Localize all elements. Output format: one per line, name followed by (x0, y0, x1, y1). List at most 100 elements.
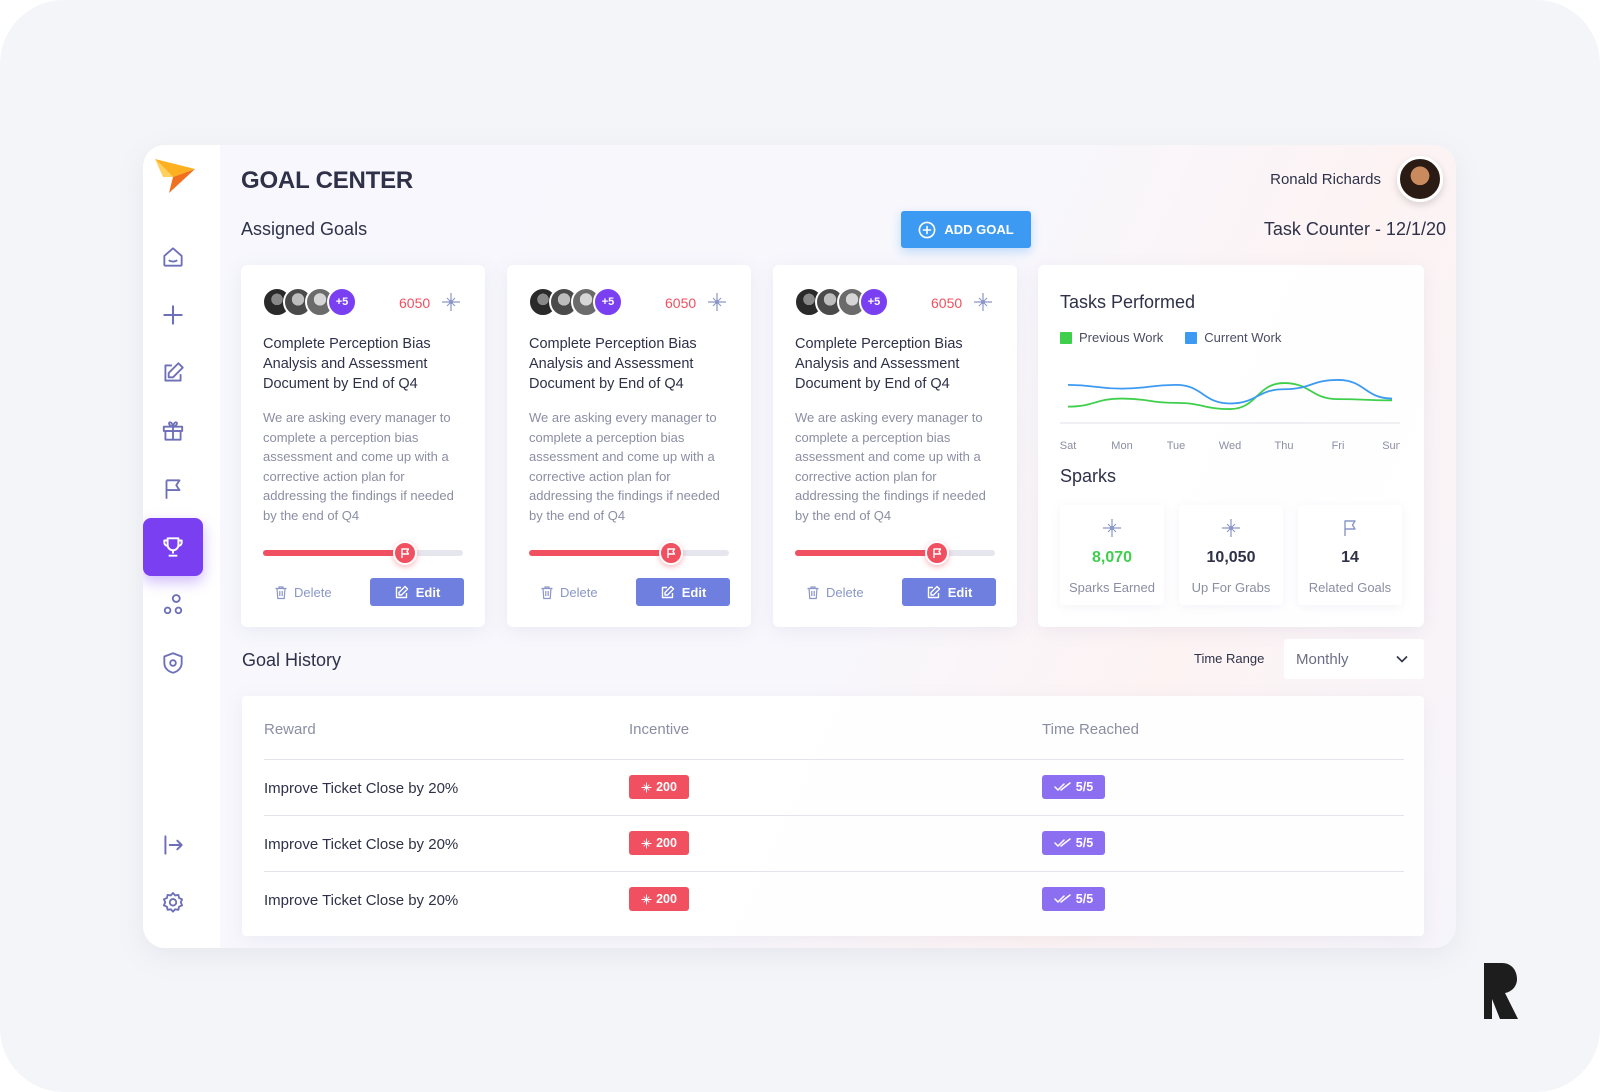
edit-button[interactable]: Edit (636, 578, 730, 606)
time-range-select[interactable]: Monthly (1284, 639, 1424, 679)
more-members-badge: +5 (593, 287, 623, 317)
settings-button[interactable] (143, 874, 203, 932)
progress-fill (795, 550, 937, 556)
tasks-performed-title: Tasks Performed (1060, 292, 1196, 312)
plus-icon (163, 305, 183, 325)
goal-points: 6050 (665, 295, 697, 311)
spark-icon (708, 293, 726, 311)
spark-icon (641, 782, 652, 792)
x-tick-label: Mon (1111, 440, 1132, 452)
spark-tile-earned: 8,070 Sparks Earned (1060, 505, 1164, 605)
delete-button[interactable]: Delete (274, 578, 350, 606)
incentive-badge: 200 (629, 831, 689, 855)
sidebar-item-add[interactable] (143, 286, 203, 344)
incentive-value: 200 (656, 892, 677, 906)
x-tick-label: Wed (1219, 440, 1241, 452)
spark-label: Up For Grabs (1191, 580, 1271, 595)
goal-card: +5 6050 Complete Perception Bias Analysi… (507, 265, 751, 627)
sparks-title: Sparks (1060, 466, 1117, 486)
edit-button[interactable]: Edit (902, 578, 996, 606)
goal-progress[interactable] (263, 541, 463, 565)
edit-icon (164, 362, 184, 382)
assigned-goals-heading: Assigned Goals (241, 219, 368, 239)
chevron-down-icon (1396, 655, 1408, 663)
gift-icon (162, 421, 184, 441)
edit-label: Edit (947, 584, 973, 600)
delete-label: Delete (294, 584, 332, 600)
time-reached-value: 5/5 (1075, 836, 1094, 850)
flag-icon (401, 548, 410, 558)
incentive-value: 200 (656, 780, 677, 794)
sidebar-item-home[interactable] (143, 228, 203, 286)
page-title: GOAL CENTER (241, 167, 414, 194)
spark-icon (1222, 519, 1240, 537)
edit-icon (661, 585, 674, 598)
goal-points: 6050 (399, 295, 431, 311)
goal-history-table: Reward Incentive Time Reached Improve Ti… (242, 696, 1424, 936)
member-avatars[interactable]: +5 (794, 287, 894, 317)
nodes-icon (163, 594, 183, 615)
spark-tile-up-for-grabs: 10,050 Up For Grabs (1179, 505, 1283, 605)
delete-button[interactable]: Delete (806, 578, 882, 606)
add-goal-label: ADD GOAL (944, 222, 1014, 237)
goal-progress[interactable] (529, 541, 729, 565)
sidebar-item-network[interactable] (143, 576, 203, 634)
reward-cell: Improve Ticket Close by 20% (264, 892, 459, 909)
x-tick-label: Sun (1382, 440, 1400, 452)
user-avatar[interactable] (1397, 156, 1443, 202)
time-reached-value: 5/5 (1075, 892, 1094, 906)
progress-handle[interactable] (659, 541, 683, 565)
sidebar-item-goals[interactable] (143, 460, 203, 518)
edit-label: Edit (415, 584, 441, 600)
more-members-badge: +5 (859, 287, 889, 317)
member-avatars[interactable]: +5 (528, 287, 628, 317)
goal-progress[interactable] (795, 541, 995, 565)
edit-label: Edit (681, 584, 707, 600)
x-tick-label: Thu (1275, 440, 1294, 452)
divider (264, 759, 1404, 760)
goal-points: 6050 (931, 295, 963, 311)
series-line-current-work (1067, 379, 1393, 405)
shield-icon (163, 652, 183, 674)
delete-label: Delete (826, 584, 864, 600)
divider (264, 815, 1404, 816)
goal-description: We are asking every manager to complete … (795, 410, 986, 523)
column-header-reward: Reward (264, 721, 316, 738)
delete-button[interactable]: Delete (540, 578, 616, 606)
settings-icon (162, 892, 184, 913)
home-icon (163, 247, 183, 267)
legend-item-previous: Previous Work (1060, 330, 1163, 345)
legend-item-current: Current Work (1185, 330, 1281, 345)
edit-button[interactable]: Edit (370, 578, 464, 606)
trash-icon (807, 585, 819, 599)
trophy-icon (163, 537, 183, 557)
progress-fill (263, 550, 405, 556)
sidebar-item-security[interactable] (143, 634, 203, 692)
flag-icon (1344, 520, 1356, 536)
reward-cell: Improve Ticket Close by 20% (264, 780, 459, 797)
time-range-value: Monthly (1296, 650, 1349, 668)
spark-tile-related-goals: 14 Related Goals (1298, 505, 1402, 605)
goal-description: We are asking every manager to complete … (529, 410, 720, 523)
task-counter: Task Counter - 12/1/20 (1263, 219, 1446, 239)
edit-icon (927, 585, 940, 598)
double-check-icon (1054, 782, 1071, 792)
sidebar-item-trophy[interactable] (143, 518, 203, 576)
trash-icon (275, 585, 287, 599)
goal-description: We are asking every manager to complete … (263, 410, 454, 523)
logout-button[interactable] (143, 816, 203, 874)
member-avatars[interactable]: +5 (262, 287, 362, 317)
progress-handle[interactable] (393, 541, 417, 565)
app-window: GOAL CENTER Ronald Richards Assigned Goa… (143, 145, 1456, 948)
app-logo[interactable] (151, 155, 197, 195)
legend-label: Current Work (1204, 330, 1282, 345)
sidebar-item-rewards[interactable] (143, 402, 203, 460)
chart-legend: Previous Work Current Work (1060, 330, 1281, 345)
flag-icon (667, 548, 676, 558)
sidebar-item-edit[interactable] (143, 344, 203, 402)
plus-circle-icon (918, 221, 936, 238)
progress-handle[interactable] (925, 541, 949, 565)
incentive-badge: 200 (629, 887, 689, 911)
add-goal-button[interactable]: ADD GOAL (901, 211, 1031, 248)
